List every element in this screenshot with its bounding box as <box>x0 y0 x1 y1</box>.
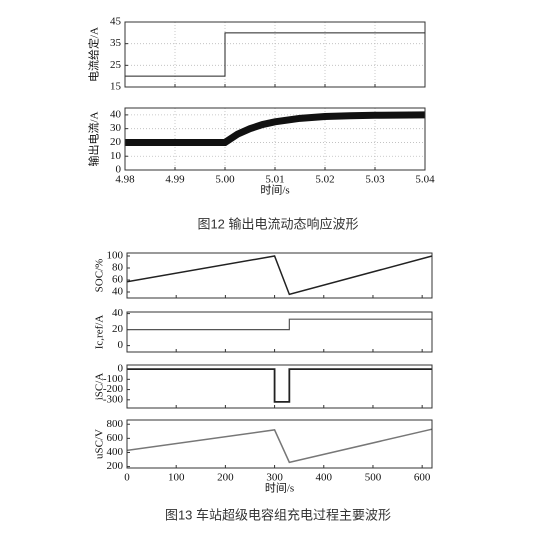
x-tick-label: 0 <box>124 472 130 484</box>
plot-frame <box>126 252 433 299</box>
y-tick-label: 30 <box>110 122 122 134</box>
y-tick-label: 0 <box>118 363 124 375</box>
y-axis-label: 电流给定/A <box>87 27 101 82</box>
y-tick-label: 40 <box>110 108 122 120</box>
y-tick-label: 45 <box>110 16 122 28</box>
y-axis-label: Ic,ref/A <box>94 315 106 350</box>
x-tick-label: 4.98 <box>115 174 135 186</box>
y-tick-label: 20 <box>112 323 124 335</box>
plot-frame <box>126 364 433 409</box>
x-tick-label: 100 <box>168 472 185 484</box>
y-tick-label: -300 <box>103 393 124 405</box>
y-tick-label: 80 <box>112 262 124 274</box>
x-tick-label: 300 <box>266 472 283 484</box>
figure-caption: 图12 输出电流动态响应波形 <box>197 216 358 231</box>
y-tick-label: -200 <box>103 383 124 395</box>
x-axis-label: 时间/s <box>265 482 294 495</box>
plot-frame <box>126 311 433 353</box>
y-axis-label: iSC/A <box>94 373 106 401</box>
y-axis-label: uSC/V <box>94 429 106 459</box>
y-tick-label: 60 <box>112 274 124 286</box>
series-line <box>127 368 432 403</box>
y-tick-label: 100 <box>107 250 124 262</box>
series-line <box>126 255 433 296</box>
x-tick-label: 5.03 <box>365 174 385 186</box>
figure-caption: 图13 车站超级电容组充电过程主要波形 <box>165 507 391 522</box>
y-tick-label: -100 <box>103 373 124 385</box>
x-tick-label: 500 <box>365 472 382 484</box>
x-tick-label: 5.00 <box>215 174 235 186</box>
y-tick-label: 40 <box>112 286 124 298</box>
y-tick-label: 0 <box>116 164 122 176</box>
plot-frame <box>124 21 426 88</box>
y-tick-label: 200 <box>107 460 124 472</box>
y-tick-label: 800 <box>107 418 124 430</box>
plot-frame <box>124 107 426 171</box>
y-tick-label: 35 <box>110 37 122 49</box>
y-tick-label: 0 <box>118 339 124 351</box>
plot-frame <box>126 419 433 469</box>
x-axis-label: 时间/s <box>260 184 289 197</box>
x-tick-label: 200 <box>217 472 234 484</box>
series-line <box>127 318 432 331</box>
y-axis-label: 输出电流/A <box>87 111 101 166</box>
y-tick-label: 10 <box>110 150 122 162</box>
y-tick-label: 600 <box>107 432 124 444</box>
series-line <box>126 428 433 464</box>
y-tick-label: 20 <box>110 136 122 148</box>
series-line <box>125 111 426 146</box>
y-axis-label: SOC/% <box>94 259 106 293</box>
x-tick-label: 400 <box>316 472 333 484</box>
x-tick-label: 600 <box>414 472 431 484</box>
x-tick-label: 5.01 <box>265 174 284 186</box>
y-tick-label: 25 <box>110 59 122 71</box>
x-tick-label: 5.02 <box>315 174 334 186</box>
x-tick-label: 4.99 <box>165 174 185 186</box>
y-tick-label: 15 <box>110 81 122 93</box>
x-tick-label: 5.04 <box>415 174 435 186</box>
y-tick-label: 40 <box>112 307 124 319</box>
series-line <box>125 32 425 77</box>
y-tick-label: 400 <box>107 446 124 458</box>
